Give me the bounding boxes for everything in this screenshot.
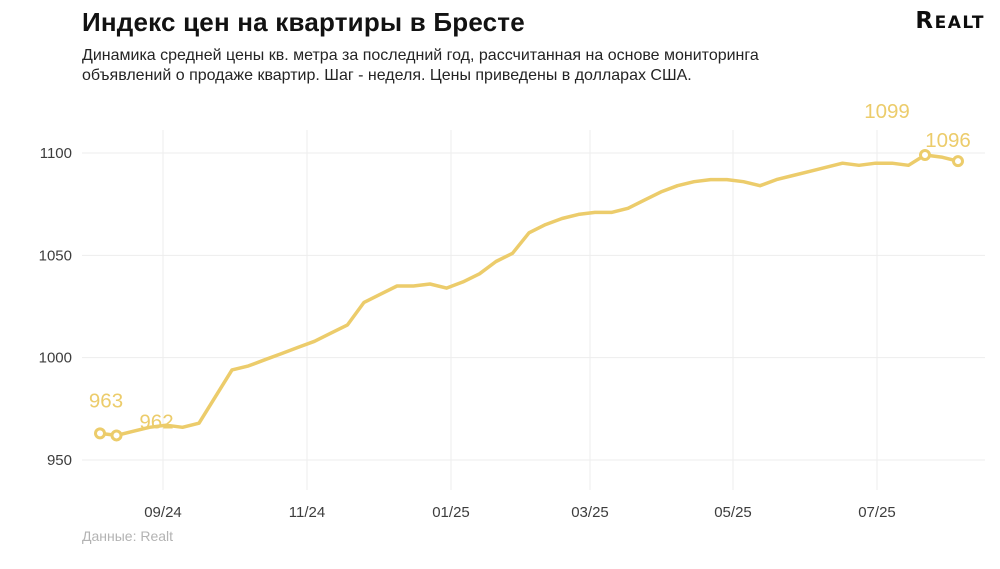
x-tick-label: 09/24: [144, 504, 182, 521]
chart-subtitle-line1: Динамика средней цены кв. метра за после…: [82, 47, 759, 64]
x-tick-label: 07/25: [858, 504, 896, 521]
point-marker: [94, 427, 106, 440]
y-tick-label: 1100: [40, 145, 72, 162]
y-tick-label: 950: [47, 452, 72, 469]
x-tick-label: 05/25: [714, 504, 752, 521]
x-tick-label: 11/24: [289, 504, 325, 521]
realt-logo: Realt: [915, 8, 985, 34]
point-marker: [110, 429, 123, 442]
point-label: 1096: [925, 129, 971, 152]
chart-subtitle: Динамика средней цены кв. метра за после…: [82, 46, 882, 86]
x-tick-label: 03/25: [571, 504, 609, 521]
page-title: Индекс цен на квартиры в Бресте: [82, 7, 525, 37]
point-label: 962: [139, 410, 173, 433]
point-label: 1099: [864, 100, 910, 123]
point-marker: [952, 155, 964, 168]
point-marker: [919, 149, 931, 162]
y-tick-label: 1000: [39, 350, 72, 367]
price-line: [98, 153, 960, 438]
y-tick-label: 1050: [39, 247, 72, 264]
x-tick-label: 01/25: [432, 504, 470, 521]
chart-subtitle-line2: объявлений о продаже квартир. Шаг - неде…: [82, 67, 692, 84]
data-source-note: Данные: Realt: [82, 528, 174, 544]
point-label: 963: [89, 389, 123, 412]
chart-header: Индекс цен на квартиры в Бресте Динамика…: [82, 7, 882, 86]
